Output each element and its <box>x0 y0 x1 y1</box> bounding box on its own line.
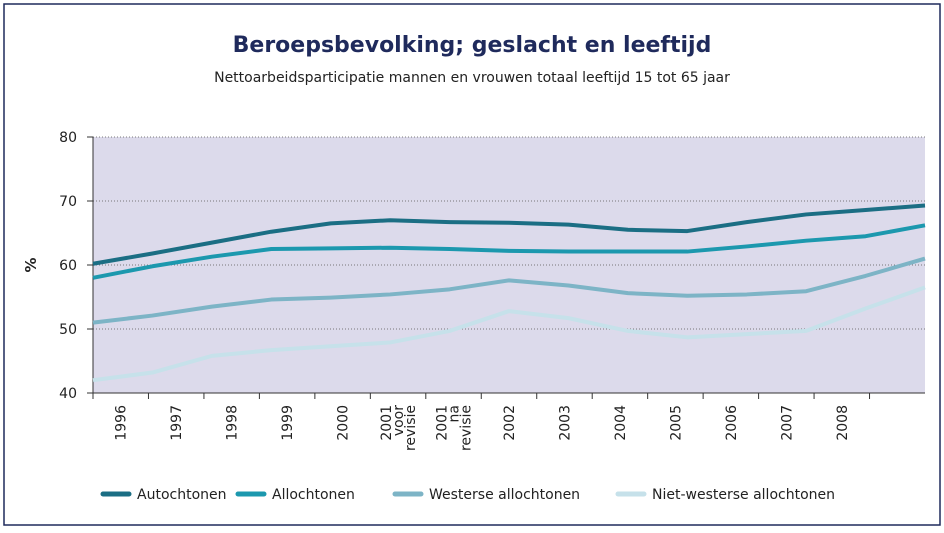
y-tick-label: 70 <box>59 194 77 210</box>
legend-label: Allochtonen <box>272 487 355 503</box>
y-tick-label: 80 <box>59 130 77 146</box>
x-tick-label: 2006 <box>724 405 740 441</box>
x-tick-label: 2000 <box>336 405 352 441</box>
series-line <box>92 203 926 266</box>
x-tick-label: 2004 <box>613 405 629 441</box>
chart-subtitle: Nettoarbeidsparticipatie mannen en vrouw… <box>214 70 730 86</box>
legend-label: Niet-westerse allochtonen <box>652 487 835 503</box>
x-tick-label: 1997 <box>169 405 185 441</box>
x-tick-label: 2002 <box>502 405 518 441</box>
series-line <box>92 285 926 383</box>
y-axis-label: % <box>22 257 40 272</box>
x-tick-label: 2001voorrevisie <box>379 405 419 451</box>
x-tick-label: 2001narevisie <box>435 405 475 451</box>
y-tick-label: 60 <box>59 258 77 274</box>
y-tick-label: 50 <box>59 322 77 338</box>
x-tick-label: 2003 <box>557 405 573 441</box>
series-line <box>92 256 926 325</box>
legend-label: Autochtonen <box>137 487 227 503</box>
x-tick-label: 2007 <box>779 405 795 441</box>
x-tick-label: 1999 <box>280 405 296 441</box>
x-tick-label: 2008 <box>835 405 851 441</box>
x-tick-label: 1998 <box>225 405 241 441</box>
chart-title: Beroepsbevolking; geslacht en leeftijd <box>233 33 712 58</box>
x-tick-label: 2005 <box>668 405 684 441</box>
series-line <box>92 223 926 280</box>
legend-label: Westerse allochtonen <box>429 487 580 503</box>
x-tick-label: 1996 <box>114 405 130 441</box>
y-tick-label: 40 <box>59 386 77 402</box>
